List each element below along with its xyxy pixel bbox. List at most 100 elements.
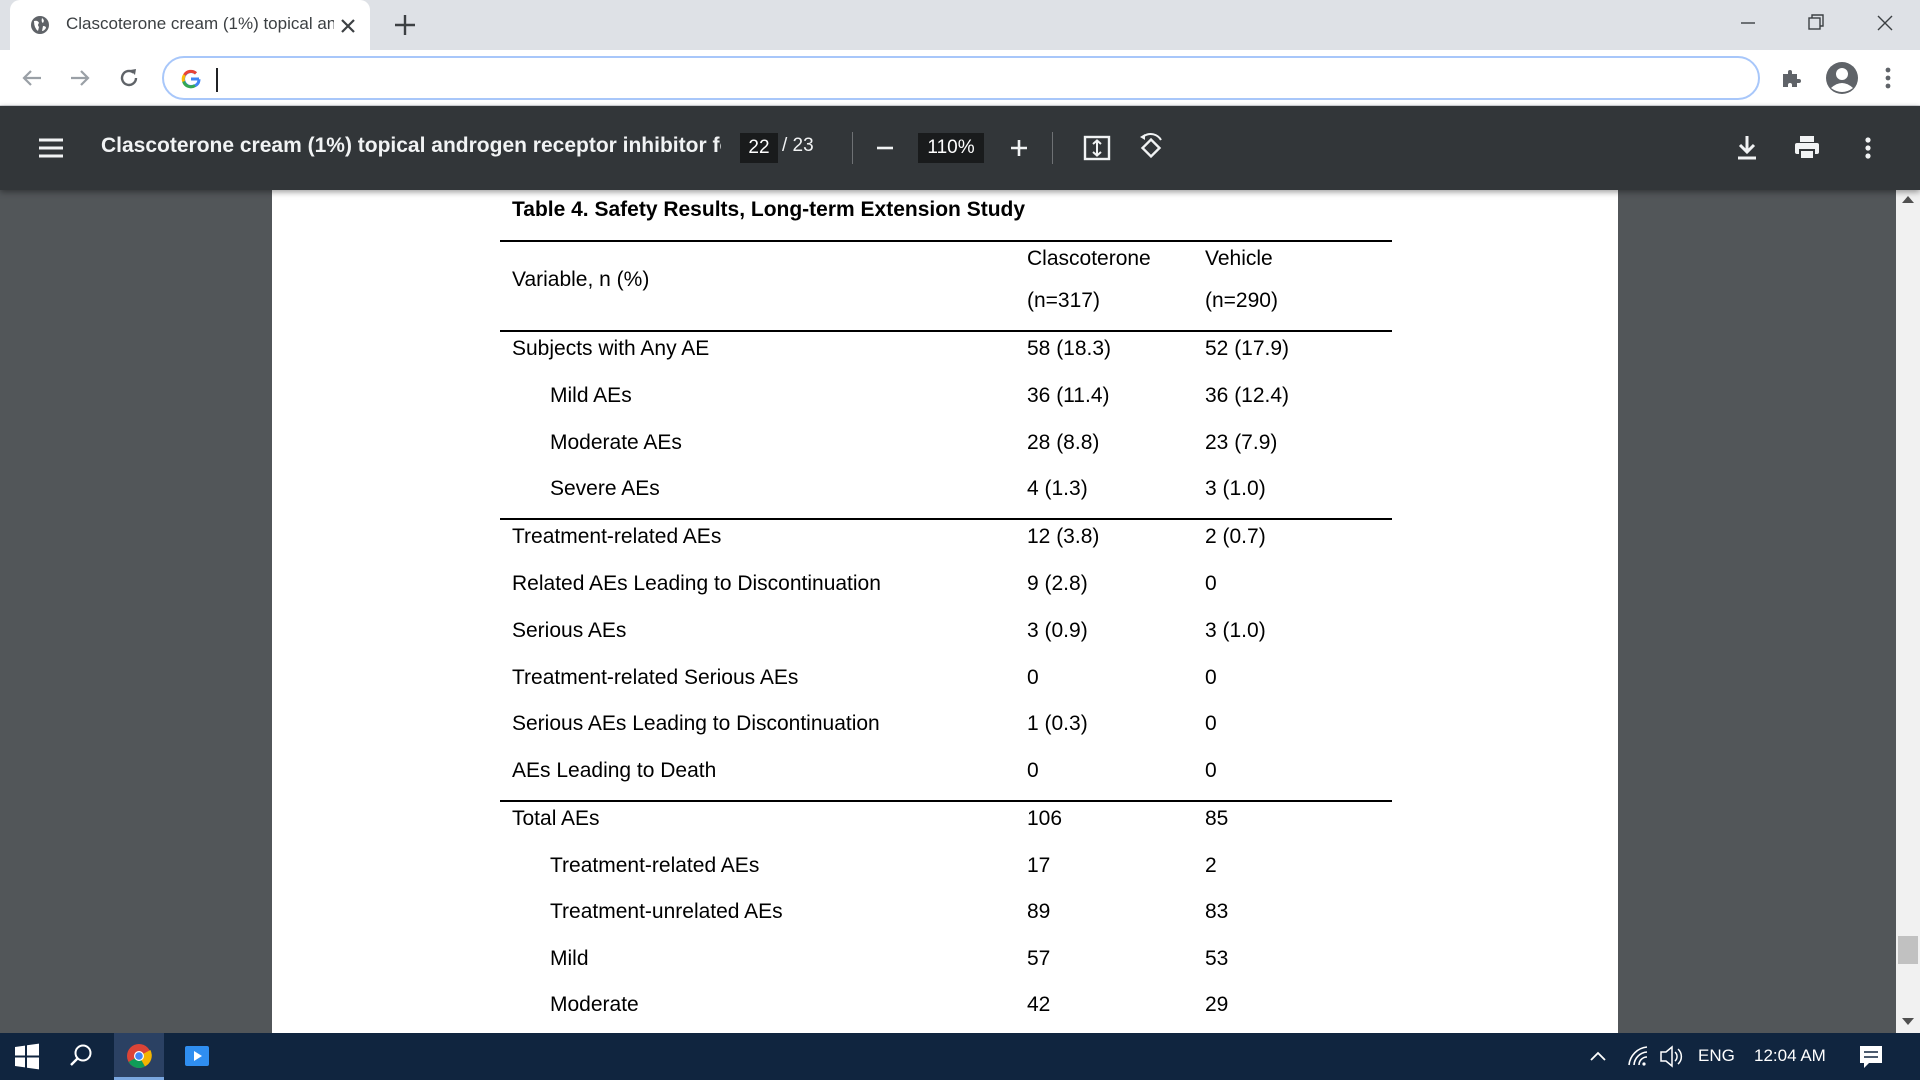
pdf-toolbar: Clascoterone cream (1%) topical androgen…	[0, 106, 1920, 190]
windows-start-icon[interactable]	[10, 1033, 44, 1080]
row-label: Severe AEs	[550, 477, 660, 500]
header-clascoterone: Clascoterone	[1027, 247, 1151, 270]
pdf-page: Table 4. Safety Results, Long-term Exten…	[272, 190, 1618, 1033]
back-icon[interactable]	[18, 64, 46, 92]
row-label: Treatment-related Serious AEs	[512, 666, 799, 689]
row-clascoterone-value: 0	[1027, 666, 1039, 689]
chevron-up-icon[interactable]	[1587, 1033, 1609, 1080]
tab-strip: Clascoterone cream (1%) topical androgen…	[0, 0, 1920, 50]
table-rule	[500, 800, 1392, 802]
menu-icon[interactable]	[35, 132, 67, 164]
row-vehicle-value: 52 (17.9)	[1205, 337, 1290, 360]
row-label: Related AEs Leading to Discontinuation	[512, 572, 881, 595]
row-clascoterone-value: 12 (3.8)	[1027, 525, 1100, 548]
row-clascoterone-value: 3 (0.9)	[1027, 619, 1088, 642]
forward-icon[interactable]	[66, 64, 94, 92]
table-rule	[500, 518, 1392, 520]
reload-icon[interactable]	[115, 64, 143, 92]
wifi-icon[interactable]	[1625, 1033, 1651, 1080]
windows-taskbar: ENG 12:04 AM	[0, 1033, 1920, 1080]
extensions-icon[interactable]	[1777, 64, 1805, 92]
fit-page-icon[interactable]	[1081, 132, 1113, 164]
row-vehicle-value: 85	[1205, 807, 1229, 830]
row-label: Subjects with Any AE	[512, 337, 710, 360]
row-vehicle-value: 3 (1.0)	[1205, 477, 1266, 500]
zoom-out-icon[interactable]	[869, 132, 901, 164]
row-label: Mild	[550, 947, 589, 970]
row-vehicle-value: 53	[1205, 947, 1229, 970]
scroll-down-arrow-icon[interactable]	[1902, 1018, 1914, 1025]
table-rule	[500, 240, 1392, 242]
row-label: Serious AEs Leading to Discontinuation	[512, 712, 880, 735]
language-indicator[interactable]: ENG	[1698, 1046, 1735, 1065]
row-clascoterone-value: 1 (0.3)	[1027, 712, 1088, 735]
row-clascoterone-value: 89	[1027, 900, 1051, 923]
row-vehicle-value: 2	[1205, 854, 1217, 877]
text-caret	[216, 68, 218, 92]
page-total: / 23	[782, 135, 814, 156]
row-label: AEs Leading to Death	[512, 759, 717, 782]
row-clascoterone-value: 28 (8.8)	[1027, 431, 1100, 454]
row-label: Treatment-related AEs	[512, 525, 722, 548]
row-clascoterone-value: 0	[1027, 759, 1039, 782]
notification-icon[interactable]	[1856, 1033, 1886, 1080]
address-bar[interactable]	[162, 56, 1760, 100]
clock[interactable]: 12:04 AM	[1754, 1046, 1826, 1065]
chrome-menu-icon[interactable]	[1874, 64, 1902, 92]
row-vehicle-value: 23 (7.9)	[1205, 431, 1278, 454]
row-label: Moderate AEs	[550, 431, 682, 454]
restore-icon[interactable]	[1801, 8, 1831, 38]
page-number-input[interactable]: 22	[740, 133, 778, 163]
row-clascoterone-value: 17	[1027, 854, 1051, 877]
profile-avatar-icon[interactable]	[1824, 60, 1860, 96]
address-input[interactable]	[212, 64, 1712, 92]
header-vehicle-n: (n=290)	[1205, 289, 1278, 312]
row-label: Treatment-unrelated AEs	[550, 900, 783, 923]
more-vert-icon[interactable]	[1852, 132, 1884, 164]
row-vehicle-value: 0	[1205, 572, 1217, 595]
window-close-icon[interactable]	[1870, 8, 1900, 38]
row-vehicle-value: 83	[1205, 900, 1229, 923]
row-clascoterone-value: 58 (18.3)	[1027, 337, 1112, 360]
scroll-thumb[interactable]	[1898, 936, 1918, 964]
row-vehicle-value: 2 (0.7)	[1205, 525, 1266, 548]
zoom-level-input[interactable]: 110%	[918, 133, 984, 163]
row-label: Moderate	[550, 993, 639, 1016]
header-vehicle: Vehicle	[1205, 247, 1273, 270]
row-vehicle-value: 36 (12.4)	[1205, 384, 1290, 407]
volume-icon[interactable]	[1658, 1033, 1684, 1080]
globe-icon	[31, 16, 49, 34]
row-vehicle-value: 0	[1205, 759, 1217, 782]
google-icon	[181, 69, 201, 89]
table-title: Table 4. Safety Results, Long-term Exten…	[512, 198, 1026, 221]
download-icon[interactable]	[1731, 132, 1763, 164]
tab-title: Clascoterone cream (1%) topical androgen…	[66, 14, 334, 33]
row-label: Total AEs	[512, 807, 600, 830]
row-clascoterone-value: 4 (1.3)	[1027, 477, 1088, 500]
scroll-up-arrow-icon[interactable]	[1902, 196, 1914, 203]
header-clascoterone-n: (n=317)	[1027, 289, 1100, 312]
zoom-in-icon[interactable]	[1003, 132, 1035, 164]
row-vehicle-value: 29	[1205, 993, 1229, 1016]
row-vehicle-value: 0	[1205, 712, 1217, 735]
toolbar-divider	[852, 132, 853, 164]
row-vehicle-value: 3 (1.0)	[1205, 619, 1266, 642]
search-icon[interactable]	[64, 1033, 98, 1080]
row-label: Treatment-related AEs	[550, 854, 760, 877]
new-tab-icon[interactable]	[392, 12, 418, 38]
row-clascoterone-value: 42	[1027, 993, 1051, 1016]
print-icon[interactable]	[1791, 132, 1823, 164]
vertical-scrollbar[interactable]	[1896, 190, 1920, 1033]
close-icon[interactable]	[336, 14, 360, 38]
row-label: Serious AEs	[512, 619, 627, 642]
taskbar-item-chrome[interactable]	[114, 1033, 164, 1080]
media-player-icon[interactable]	[182, 1033, 212, 1080]
toolbar-divider	[1052, 132, 1053, 164]
browser-toolbar	[0, 50, 1920, 106]
browser-tab[interactable]: Clascoterone cream (1%) topical androgen…	[10, 0, 370, 50]
row-label: Mild AEs	[550, 384, 632, 407]
pdf-viewer[interactable]: Table 4. Safety Results, Long-term Exten…	[0, 190, 1896, 1033]
rotate-icon[interactable]	[1135, 132, 1167, 164]
minimize-icon[interactable]	[1733, 8, 1763, 38]
document-title: Clascoterone cream (1%) topical androgen…	[101, 134, 721, 157]
